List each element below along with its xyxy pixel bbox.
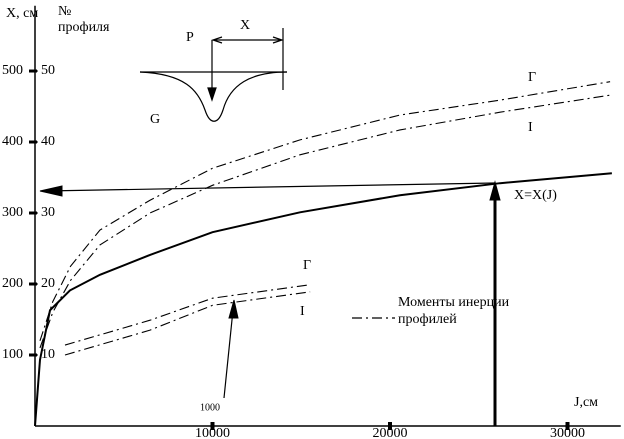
small-label: 1000 <box>200 402 220 413</box>
series-label: I <box>300 304 305 319</box>
y-tick-label: 200 <box>2 276 23 291</box>
y2-axis-label: № профиля <box>58 4 110 35</box>
y-tick-label: 100 <box>2 347 23 362</box>
series-line <box>39 81 611 341</box>
y-tick-label: 400 <box>2 134 23 149</box>
x-axis-label: J,см <box>574 395 598 410</box>
series-line <box>64 284 311 346</box>
inset-x: X <box>240 18 250 33</box>
series-line <box>39 94 611 349</box>
series-label: Г <box>303 258 311 273</box>
y2-tick-label: 40 <box>41 134 55 149</box>
x-tick-label: 10000 <box>195 426 230 439</box>
y2-tick-label: 10 <box>41 347 55 362</box>
x-tick-label: 30000 <box>550 426 585 439</box>
series-label: X=X(J) <box>514 188 557 203</box>
series-line <box>34 172 612 427</box>
inset-g: G <box>150 112 160 127</box>
series-label: Г <box>528 70 536 85</box>
y-tick-label: 300 <box>2 205 23 220</box>
inset <box>139 28 288 122</box>
y-tick-label: 500 <box>2 63 23 78</box>
y2-tick-label: 50 <box>41 63 55 78</box>
y-axis-label: X, см <box>6 6 38 21</box>
y2-axis-label-box: № профиля <box>58 4 110 35</box>
inset-p: Р <box>186 30 194 45</box>
series-label: I <box>528 120 533 135</box>
moments-label: Моменты инерции профилей <box>398 295 510 327</box>
series-line <box>64 291 311 356</box>
moments-box: Моменты инерции профилей <box>398 295 510 327</box>
y2-tick-label: 30 <box>41 205 55 220</box>
y2-tick-label: 20 <box>41 276 55 291</box>
x-tick-label: 20000 <box>373 426 408 439</box>
arrows <box>39 180 501 426</box>
